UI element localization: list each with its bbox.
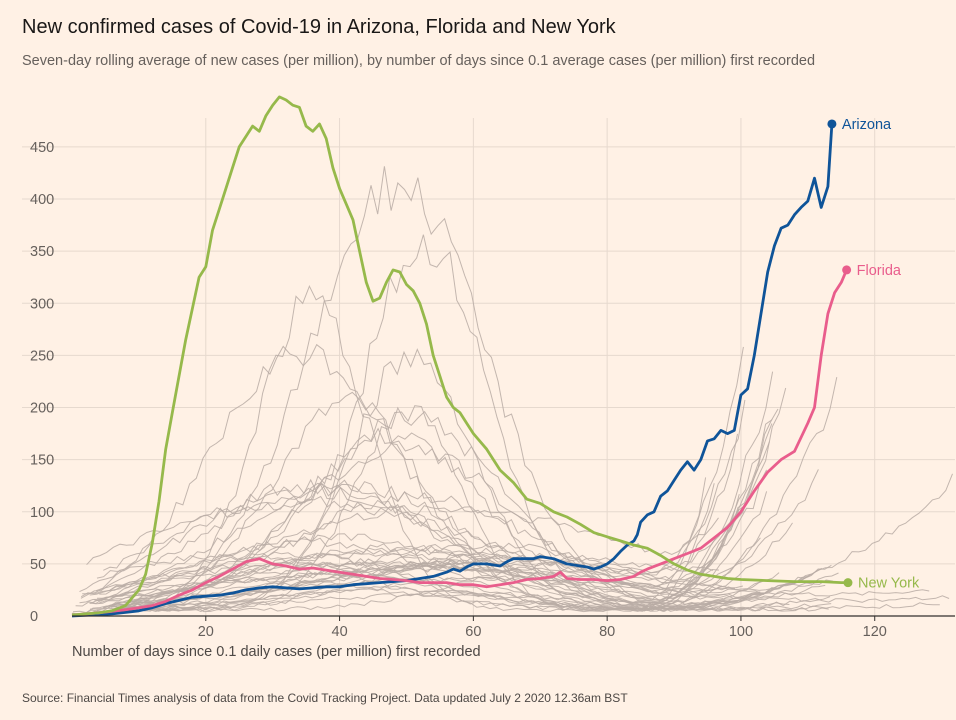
other-state-line	[90, 493, 740, 614]
other-state-line	[110, 440, 768, 608]
series-end-label: New York	[858, 576, 920, 592]
other-state-line	[79, 556, 950, 604]
y-tick-label: 100	[30, 505, 54, 521]
highlighted-series: Arizona Florida New York	[71, 95, 920, 618]
y-tick-label: 350	[30, 244, 54, 260]
y-tick-label: 250	[30, 348, 54, 364]
other-state-line	[80, 346, 744, 598]
series-end-dot	[842, 265, 852, 275]
chart-subtitle: Seven-day rolling average of new cases (…	[22, 53, 816, 69]
y-tick-label: 0	[30, 609, 38, 625]
x-tick-label: 80	[599, 624, 615, 640]
x-tick-label: 40	[332, 624, 348, 640]
y-tick-label: 50	[30, 557, 46, 573]
other-state-line	[95, 343, 839, 612]
axis-layer: 0 50 100 150 200 250 300 350 400 450 20 40 60 80 100 12…	[30, 140, 955, 640]
x-tick-label: 20	[198, 624, 214, 640]
y-tick-label: 450	[30, 140, 54, 156]
other-state-line	[79, 482, 829, 612]
series-line-new-york	[71, 95, 848, 617]
other-state-line	[82, 542, 725, 609]
series-line-arizona	[71, 123, 834, 618]
y-tick-label: 150	[30, 453, 54, 469]
series-end-dot	[843, 578, 853, 588]
series-end-label: Florida	[857, 263, 902, 279]
y-tick-label: 300	[30, 296, 54, 312]
x-tick-label: 100	[729, 624, 753, 640]
other-state-line	[89, 505, 719, 596]
grid-layer	[22, 118, 955, 616]
other-state-line	[96, 427, 767, 615]
other-state-line	[90, 371, 774, 604]
x-axis-label: Number of days since 0.1 daily cases (pe…	[72, 644, 481, 660]
other-states-lines	[71, 166, 953, 617]
other-state-line	[72, 576, 736, 615]
other-state-line	[96, 166, 793, 613]
x-tick-label: 60	[465, 624, 481, 640]
other-state-line	[109, 469, 819, 591]
chart-title: New confirmed cases of Covid-19 in Arizo…	[22, 16, 616, 38]
other-state-line	[97, 533, 807, 608]
other-state-line	[107, 568, 811, 612]
series-end-label: Arizona	[842, 117, 892, 133]
series-end-dot	[827, 119, 837, 129]
series-line-florida	[71, 269, 848, 617]
y-tick-label: 400	[30, 192, 54, 208]
y-tick-label: 200	[30, 401, 54, 417]
x-tick-label: 120	[863, 624, 887, 640]
other-state-line	[100, 405, 790, 614]
other-state-line	[98, 561, 762, 604]
source-note: Source: Financial Times analysis of data…	[22, 691, 628, 705]
